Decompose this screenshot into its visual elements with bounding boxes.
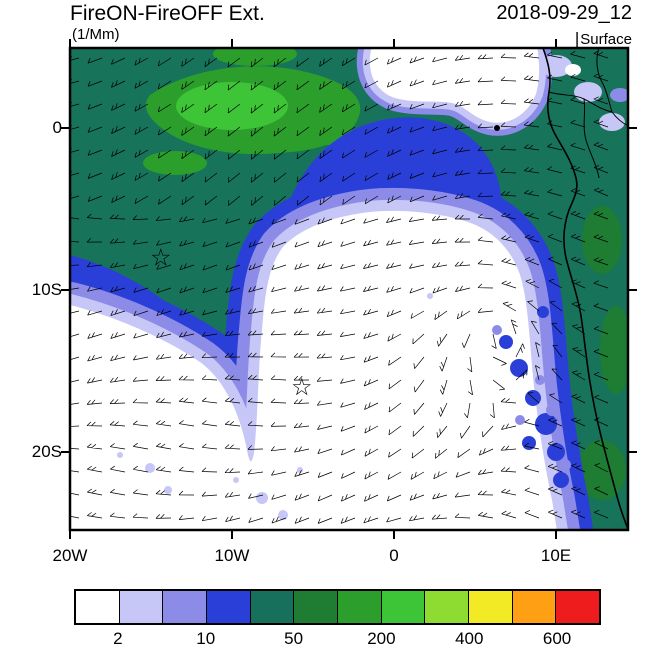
colorbar-label-200: 200 — [367, 629, 396, 648]
green-patch-small — [143, 151, 207, 175]
colorbar-cell-3 — [207, 591, 251, 623]
colorbar-cell-1 — [119, 591, 164, 623]
colorbar-cell-2 — [163, 591, 208, 623]
colorbar-cell-0 — [76, 591, 120, 623]
station-markers: ☆☆ — [150, 245, 313, 402]
colorbar-label-50: 50 — [284, 629, 304, 648]
colorbar-cell-4 — [250, 591, 295, 623]
colorbar-cell-9 — [469, 591, 513, 623]
colorbar-cell-6 — [338, 591, 382, 623]
level-label: |Surface — [575, 29, 632, 49]
lavender-flecks — [117, 293, 433, 520]
country-borders — [548, 48, 628, 179]
level-separator: | — [574, 29, 580, 48]
x-axis-label-10w: 10W — [214, 546, 250, 565]
wind-barbs — [70, 50, 609, 524]
y-axis-label-0: 0 — [52, 118, 62, 137]
marker-star-2: ☆ — [291, 374, 313, 401]
colorbar-cell-7 — [381, 591, 426, 623]
colorbar-cell-8 — [425, 591, 470, 623]
land-low-patches — [540, 55, 628, 131]
green-patch-small — [213, 48, 297, 66]
colorbar-label-2: 2 — [113, 629, 123, 648]
clean-air-dome — [70, 210, 557, 530]
colorbar-cell-11 — [556, 591, 600, 623]
x-axis-label-20w: 20W — [52, 546, 88, 565]
tr-clean-patch — [369, 48, 540, 123]
marker-star-1: ☆ — [150, 245, 172, 272]
colorbar-label-600: 600 — [542, 629, 572, 648]
coastal-periwinkle-speckles — [492, 325, 571, 471]
valid-datetime: 2018-09-29_12 — [496, 2, 632, 24]
colorbar-label-400: 400 — [455, 629, 484, 648]
y-axis-label-10s: 10S — [31, 280, 62, 299]
x-axis-label-10e: 10E — [540, 546, 572, 565]
coastal-green-patch — [600, 306, 628, 394]
page-title: FireON-FireOFF Ext. — [70, 2, 265, 25]
contour-field: ☆☆ — [70, 48, 628, 530]
colorbar — [74, 589, 601, 625]
level-text: Surface — [580, 31, 632, 48]
units-label: (1/Mm) — [72, 26, 120, 43]
colorbar-cell-5 — [294, 591, 339, 623]
colorbar-cell-10 — [512, 591, 557, 623]
contour-bright-green-patch — [176, 82, 288, 130]
axis-ticks — [61, 39, 637, 539]
x-axis-label-0: 0 — [389, 546, 399, 565]
land-dot-marker — [494, 125, 500, 131]
colorbar-label-10: 10 — [196, 629, 216, 648]
y-axis-label-20s: 20S — [31, 442, 62, 461]
